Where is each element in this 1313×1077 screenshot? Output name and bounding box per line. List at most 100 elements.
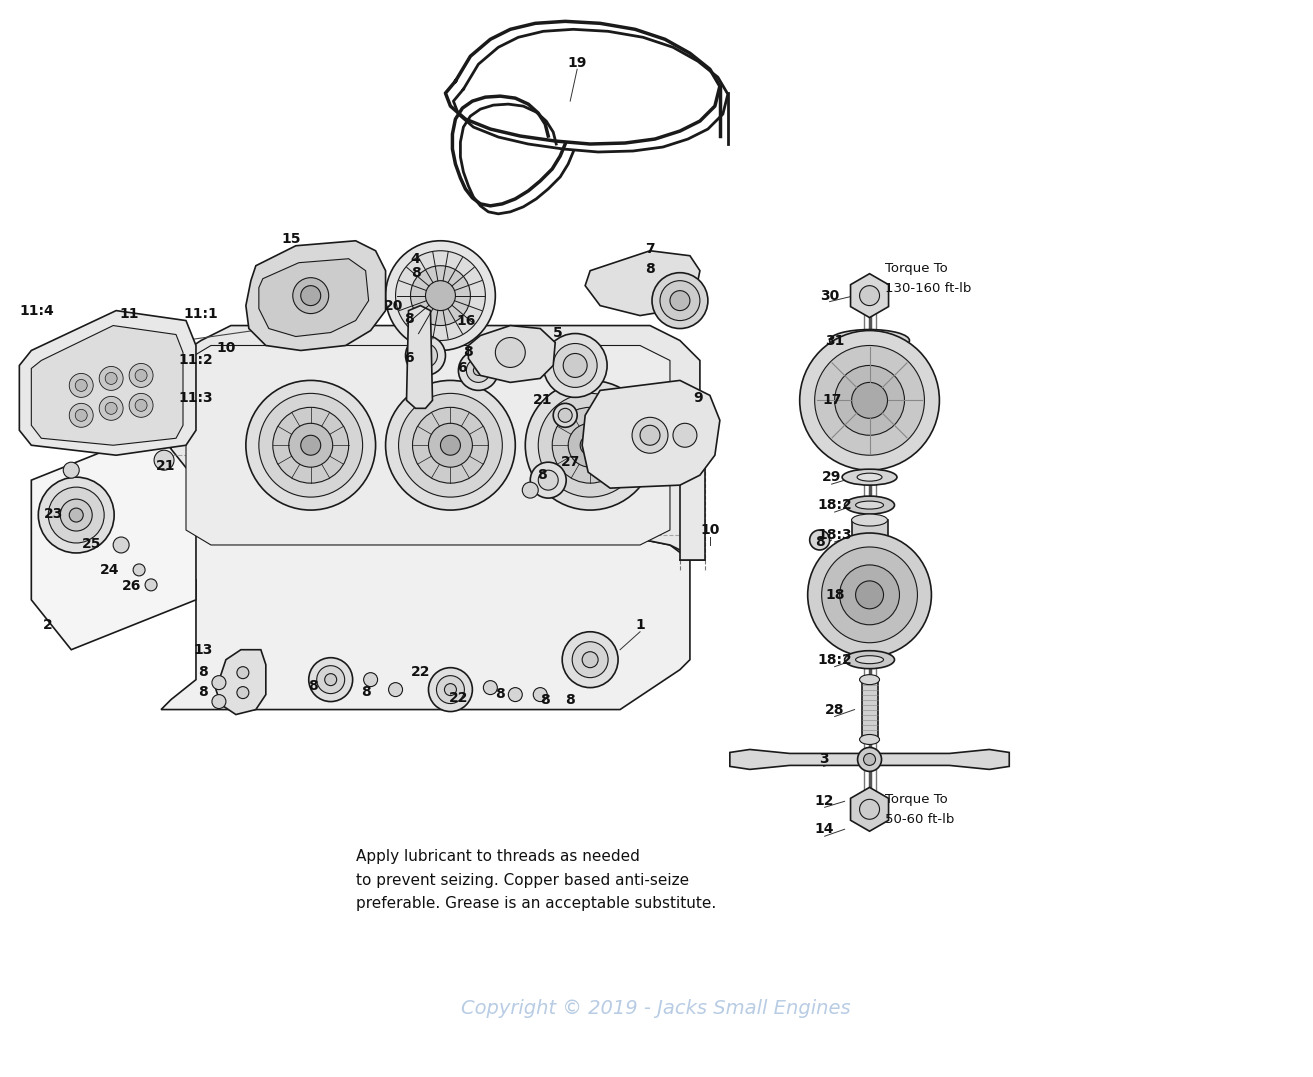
Circle shape <box>563 353 587 377</box>
Circle shape <box>75 409 87 421</box>
Ellipse shape <box>844 651 894 669</box>
Circle shape <box>569 423 612 467</box>
Bar <box>852 520 888 550</box>
Circle shape <box>63 462 79 478</box>
Text: 8: 8 <box>495 687 506 701</box>
Circle shape <box>674 423 697 447</box>
Text: 25: 25 <box>81 537 101 551</box>
Text: 21: 21 <box>533 393 551 407</box>
Text: 8: 8 <box>361 685 370 699</box>
Text: 2: 2 <box>42 618 53 632</box>
Text: 10: 10 <box>217 341 235 355</box>
Polygon shape <box>680 395 705 560</box>
Circle shape <box>386 241 495 350</box>
Circle shape <box>70 508 83 522</box>
Ellipse shape <box>852 544 888 556</box>
Text: 16: 16 <box>457 313 477 327</box>
Circle shape <box>530 462 566 498</box>
Ellipse shape <box>856 656 884 663</box>
Text: Torque To: Torque To <box>885 262 947 276</box>
Text: 19: 19 <box>567 56 587 70</box>
Ellipse shape <box>842 470 897 485</box>
Circle shape <box>211 675 226 689</box>
Text: 8: 8 <box>541 693 550 707</box>
Ellipse shape <box>860 735 880 744</box>
Circle shape <box>572 642 608 677</box>
Circle shape <box>533 687 548 701</box>
Circle shape <box>293 278 328 313</box>
Circle shape <box>395 251 486 340</box>
Polygon shape <box>851 787 889 831</box>
Ellipse shape <box>852 514 888 526</box>
Circle shape <box>553 404 578 428</box>
Ellipse shape <box>856 501 884 509</box>
Polygon shape <box>407 306 432 408</box>
Polygon shape <box>32 431 196 649</box>
Circle shape <box>660 281 700 321</box>
Polygon shape <box>165 325 700 560</box>
Circle shape <box>839 565 899 625</box>
Circle shape <box>466 359 490 382</box>
Text: 50-60 ft-lb: 50-60 ft-lb <box>885 813 953 826</box>
Polygon shape <box>730 750 1010 769</box>
Text: 24: 24 <box>100 563 119 577</box>
Text: 28: 28 <box>825 702 844 716</box>
Circle shape <box>259 393 362 498</box>
Text: 15: 15 <box>281 232 301 246</box>
Circle shape <box>211 695 226 709</box>
Circle shape <box>70 404 93 428</box>
Text: 11:4: 11:4 <box>18 304 54 318</box>
Circle shape <box>273 407 349 484</box>
Text: 6: 6 <box>458 362 467 376</box>
Circle shape <box>856 581 884 609</box>
Circle shape <box>414 344 437 367</box>
Text: 7: 7 <box>645 241 655 255</box>
Circle shape <box>113 537 129 553</box>
Text: 14: 14 <box>815 822 834 836</box>
Text: 31: 31 <box>825 334 844 348</box>
Circle shape <box>425 281 456 310</box>
Circle shape <box>553 407 628 484</box>
Text: Copyright © 2019 - Jacks Small Engines: Copyright © 2019 - Jacks Small Engines <box>461 999 851 1018</box>
Text: 11:1: 11:1 <box>184 307 218 321</box>
Circle shape <box>70 374 93 397</box>
Circle shape <box>444 684 457 696</box>
Text: Torque To: Torque To <box>885 793 947 806</box>
Text: 22: 22 <box>411 665 431 679</box>
Circle shape <box>428 668 473 712</box>
Circle shape <box>653 272 708 328</box>
Text: 30: 30 <box>821 289 839 303</box>
Circle shape <box>538 393 642 498</box>
Polygon shape <box>469 325 555 382</box>
Circle shape <box>236 687 249 699</box>
Circle shape <box>246 380 376 510</box>
Polygon shape <box>121 370 171 590</box>
Circle shape <box>412 407 488 484</box>
Text: 11:3: 11:3 <box>179 391 213 405</box>
Circle shape <box>553 344 597 388</box>
Circle shape <box>860 285 880 306</box>
Circle shape <box>135 369 147 381</box>
Polygon shape <box>246 241 386 350</box>
Circle shape <box>386 380 515 510</box>
Text: 10: 10 <box>700 523 720 537</box>
Text: 8: 8 <box>645 262 655 276</box>
Polygon shape <box>186 346 670 545</box>
Text: 3: 3 <box>819 753 829 767</box>
Bar <box>861 680 877 740</box>
Circle shape <box>807 533 931 657</box>
Circle shape <box>135 400 147 411</box>
Polygon shape <box>161 535 689 710</box>
Text: 27: 27 <box>561 456 580 470</box>
Circle shape <box>75 379 87 391</box>
Text: 8: 8 <box>815 535 825 549</box>
Text: 11: 11 <box>119 307 139 321</box>
Text: 20: 20 <box>383 298 403 312</box>
Text: 8: 8 <box>463 346 473 360</box>
Circle shape <box>105 373 117 384</box>
Text: 26: 26 <box>121 578 140 592</box>
Polygon shape <box>215 649 265 714</box>
Circle shape <box>860 799 880 820</box>
Polygon shape <box>20 310 196 456</box>
Circle shape <box>852 382 888 418</box>
